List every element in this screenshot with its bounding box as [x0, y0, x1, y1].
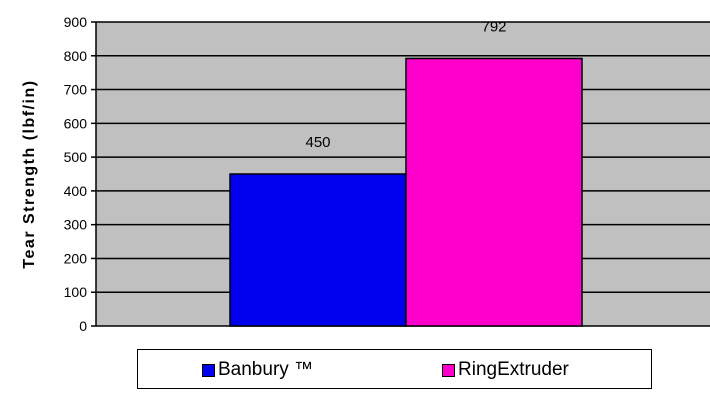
y-tick-label-900: 900 — [64, 14, 88, 30]
y-tick-label-500: 500 — [64, 149, 88, 165]
legend-label-ringextruder: RingExtruder — [458, 359, 569, 380]
legend: Banbury ™ RingExtruder — [137, 349, 652, 389]
y-axis-label: Tear Strength (lbf/in) — [21, 79, 38, 268]
bar-banbury — [229, 173, 407, 327]
y-tick-label-100: 100 — [64, 284, 88, 300]
y-tick-label-800: 800 — [64, 48, 88, 64]
legend-item-banbury: Banbury ™ — [202, 359, 313, 381]
legend-swatch-banbury — [202, 363, 215, 377]
y-tick-label-400: 400 — [64, 183, 88, 199]
y-tick-label-700: 700 — [64, 82, 88, 98]
y-axis: 0 100 200 300 400 500 600 700 800 900 — [64, 14, 97, 334]
legend-label-banbury: Banbury ™ — [218, 359, 314, 380]
y-tick-label-300: 300 — [64, 217, 88, 233]
legend-swatch-ringextruder — [442, 363, 455, 377]
data-label-450: 450 — [305, 134, 330, 151]
data-labels: 450 792 — [305, 18, 506, 151]
y-tick-label-0: 0 — [79, 318, 87, 334]
y-tick-label-600: 600 — [64, 115, 88, 131]
y-tick-label-200: 200 — [64, 250, 88, 266]
bars — [229, 57, 583, 327]
legend-item-ringextruder: RingExtruder — [442, 359, 569, 381]
bar-ringextruder — [405, 57, 583, 327]
data-label-792: 792 — [481, 18, 506, 35]
